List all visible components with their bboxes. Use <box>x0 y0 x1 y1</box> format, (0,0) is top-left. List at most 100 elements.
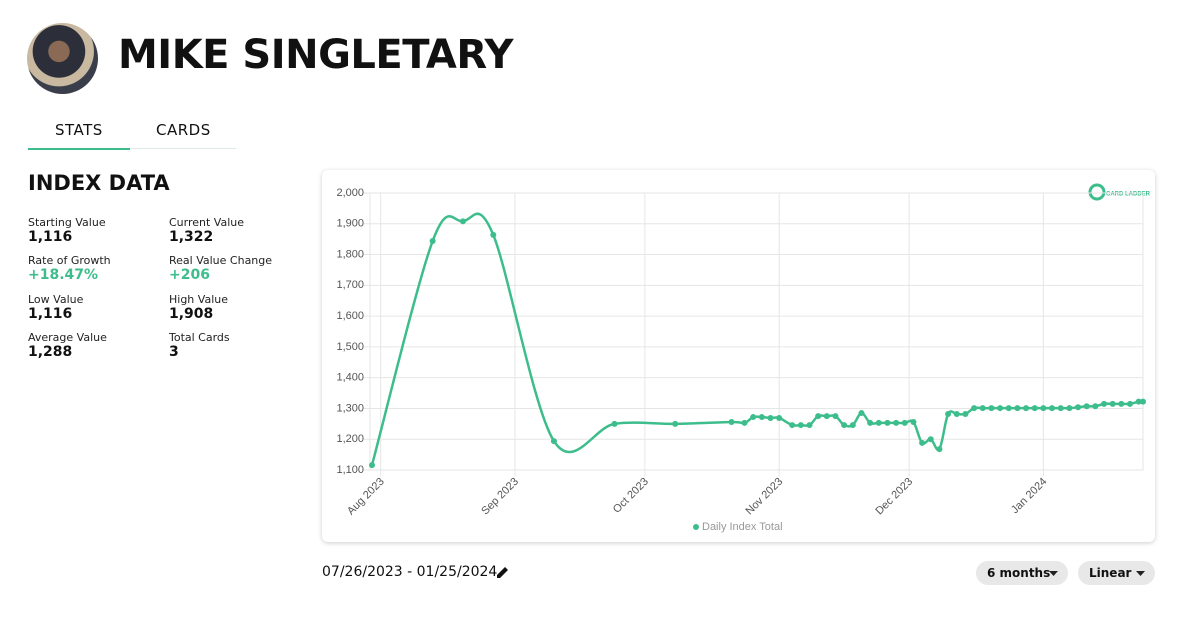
point <box>789 422 796 429</box>
tab-indicator <box>28 148 130 150</box>
point <box>797 422 804 429</box>
stat-label: Starting Value <box>28 216 106 229</box>
point <box>849 422 856 429</box>
point <box>927 436 934 443</box>
point <box>1135 398 1142 405</box>
dropdown-label: Linear <box>1089 566 1132 580</box>
logo-mark <box>1088 183 1106 201</box>
scale-dropdown[interactable]: Linear <box>1078 561 1155 585</box>
point <box>823 413 830 420</box>
point <box>1066 405 1073 412</box>
line <box>370 212 1144 466</box>
point <box>1140 398 1146 405</box>
stat-value: 1,288 <box>28 343 73 360</box>
y-tick-label: 1,800 <box>336 248 364 260</box>
point <box>728 418 735 425</box>
stat-label: Current Value <box>169 216 245 229</box>
caret <box>1136 571 1145 576</box>
point <box>1075 404 1082 411</box>
point <box>841 422 848 429</box>
point <box>1014 405 1021 412</box>
point <box>1092 403 1099 410</box>
point <box>490 231 497 238</box>
point <box>1118 400 1125 407</box>
point <box>936 446 943 453</box>
y-tick-label: 1,300 <box>336 402 364 414</box>
point <box>758 414 765 421</box>
plot-border <box>369 192 1144 471</box>
tab-divider <box>28 148 236 149</box>
point <box>672 420 679 427</box>
section-title: INDEX DATA <box>28 171 170 195</box>
point <box>1101 400 1108 407</box>
point <box>893 419 900 426</box>
x-tick-label: Oct 2023 <box>611 476 651 516</box>
point <box>1040 405 1047 412</box>
y-tick-label: 1,100 <box>336 464 364 476</box>
point <box>1109 400 1116 407</box>
date-range: 07/26/2023 - 01/25/2024 <box>322 564 498 580</box>
edit-icon[interactable] <box>496 565 510 579</box>
x-tick-label: Nov 2023 <box>743 476 785 518</box>
point <box>767 414 774 421</box>
x-tick-label: Jan 2024 <box>1009 476 1049 516</box>
point <box>988 405 995 412</box>
stat-value: 1,322 <box>169 229 214 245</box>
stat-label: High Value <box>169 292 228 306</box>
point <box>884 419 891 426</box>
point <box>550 438 557 445</box>
tab[interactable]: CARDS <box>156 121 211 139</box>
point <box>1031 405 1038 412</box>
point <box>858 410 865 417</box>
x-tick-label: Dec 2023 <box>873 476 915 518</box>
y-tick-label: 2,000 <box>336 187 364 199</box>
x-tick-label: Aug 2023 <box>345 476 387 518</box>
stat-value: 1,908 <box>169 305 214 322</box>
point <box>875 419 882 426</box>
caret <box>1049 571 1058 576</box>
point <box>953 410 960 417</box>
point <box>962 410 969 417</box>
stat-value: 1,116 <box>28 305 73 322</box>
stat-label: Average Value <box>28 330 107 344</box>
stat-value: +18.47% <box>28 267 99 284</box>
point <box>979 405 986 412</box>
stat-label: Low Value <box>28 292 84 306</box>
point <box>945 410 952 417</box>
point <box>806 422 813 429</box>
point <box>750 414 757 421</box>
stat-label: Rate of Growth <box>28 254 111 268</box>
point <box>997 405 1004 412</box>
point <box>1049 405 1056 412</box>
y-tick-label: 1,500 <box>336 341 364 353</box>
stat-value: +206 <box>169 267 210 284</box>
x-tick-label: Sep 2023 <box>479 476 521 518</box>
y-tick-label: 1,900 <box>336 218 364 230</box>
point <box>1057 405 1064 412</box>
stat-label: Real Value Change <box>169 254 273 268</box>
point <box>1083 403 1090 410</box>
stat-value: 1,116 <box>28 229 73 245</box>
tab[interactable]: STATS <box>55 121 103 139</box>
point <box>867 419 874 426</box>
y-tick-label: 1,400 <box>336 372 364 384</box>
y-tick-label: 1,600 <box>336 310 364 322</box>
point <box>815 413 822 420</box>
logo: CARD LADDER <box>1088 183 1151 201</box>
legend-marker <box>693 524 699 530</box>
dropdown-label: 6 months <box>987 566 1051 580</box>
point <box>741 419 748 426</box>
y-tick-label: 1,200 <box>336 433 364 445</box>
stat-value: 3 <box>169 343 179 360</box>
stat-label: Total Cards <box>169 330 230 344</box>
avatar <box>27 23 98 94</box>
point <box>369 462 375 469</box>
point <box>901 419 908 426</box>
point <box>910 418 917 425</box>
point <box>1023 405 1030 412</box>
logo-text: CARD LADDER <box>1106 192 1151 198</box>
point <box>459 218 466 225</box>
range-dropdown[interactable]: 6 months <box>976 561 1068 585</box>
point <box>1127 400 1134 407</box>
